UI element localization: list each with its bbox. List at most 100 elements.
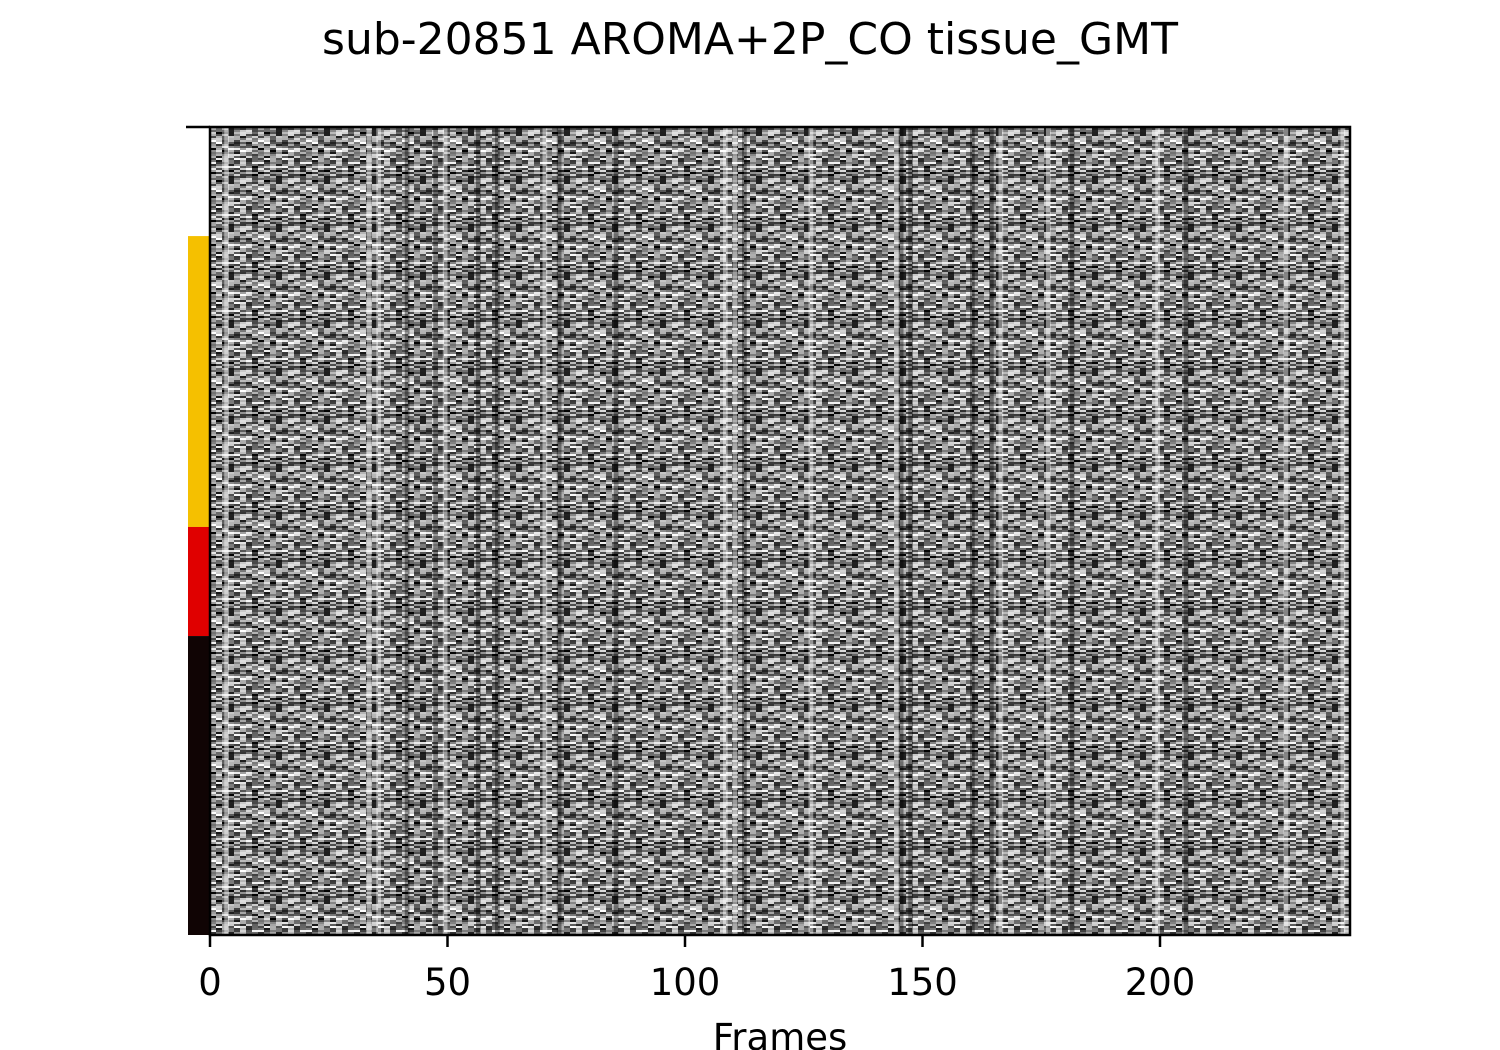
frame-column [234,127,239,935]
frame-column [695,127,700,935]
frame-column [277,127,282,935]
frame-column [771,127,776,935]
dark-frame-band [557,127,562,935]
frame-column [994,127,999,935]
frame-column [1141,127,1146,935]
frame-column [1108,127,1113,935]
frame-column [1013,127,1018,935]
frame-column [851,127,856,935]
frame-column [581,127,586,935]
frame-column [975,127,980,935]
frame-column [286,127,291,935]
frame-column [1122,127,1127,935]
frame-column [885,127,890,935]
frame-column [680,127,685,935]
frame-column [576,127,581,935]
frame-column [1322,127,1327,935]
x-tick-label: 200 [1125,961,1196,1004]
frame-column [946,127,951,935]
frame-column [281,127,286,935]
frame-column [1260,127,1265,935]
frame-column [1236,127,1241,935]
dark-frame-band [495,127,500,935]
frame-column [1336,127,1341,935]
frame-column [1255,127,1260,935]
frame-column [604,127,609,935]
bright-frame-band [367,127,372,935]
frame-column [1113,127,1118,935]
frame-column [1041,127,1046,935]
frame-column [267,127,272,935]
frame-column [528,127,533,935]
frame-column [866,127,871,935]
frame-column [638,127,643,935]
frame-column [338,127,343,935]
frame-column [1022,127,1027,935]
frame-column [913,127,918,935]
frame-column [533,127,538,935]
frame-column [1179,127,1184,935]
bright-frame-band [543,127,548,935]
frame-column [1079,127,1084,935]
frame-column [343,127,348,935]
frame-column [429,127,434,935]
frame-column [248,127,253,935]
frame-column [1208,127,1213,935]
frame-column [832,127,837,935]
frame-column [761,127,766,935]
frame-column [951,127,956,935]
frame-column [395,127,400,935]
frame-column [818,127,823,935]
frame-column [1003,127,1008,935]
frame-column [619,127,624,935]
frame-column [1127,127,1132,935]
heatmap-frames [210,127,1350,935]
frame-column [291,127,296,935]
dark-frame-band [405,127,410,935]
frame-column [1136,127,1141,935]
x-tick-label: 50 [424,961,471,1004]
frame-column [856,127,861,935]
frame-column [1212,127,1217,935]
frame-column [296,127,301,935]
frame-column [823,127,828,935]
bright-frame-band [443,127,448,935]
frame-column [562,127,567,935]
frame-column [1151,127,1156,935]
dark-frame-band [970,127,975,935]
frame-column [1094,127,1099,935]
dark-frame-band [742,127,747,935]
frame-column [300,127,305,935]
frame-column [918,127,923,935]
frame-column [334,127,339,935]
frame-column [661,127,666,935]
bright-frame-band [733,127,738,935]
frame-column [609,127,614,935]
frame-column [1246,127,1251,935]
frame-column [509,127,514,935]
frame-column [1193,127,1198,935]
frame-column [647,127,652,935]
frame-column [1227,127,1232,935]
frame-column [353,127,358,935]
frame-column [243,127,248,935]
frame-column [837,127,842,935]
dark-frame-band [899,127,904,935]
frame-column [671,127,676,935]
frame-column [1075,127,1080,935]
frame-column [438,127,443,935]
frame-column [500,127,505,935]
frame-column [457,127,462,935]
frame-column [937,127,942,935]
frame-column [652,127,657,935]
frame-column [1331,127,1336,935]
frame-column [372,127,377,935]
frame-column [766,127,771,935]
frame-column [357,127,362,935]
frame-column [889,127,894,935]
frame-column [1132,127,1137,935]
row-segment-1 [188,236,210,527]
frame-column [381,127,386,935]
frame-column [348,127,353,935]
